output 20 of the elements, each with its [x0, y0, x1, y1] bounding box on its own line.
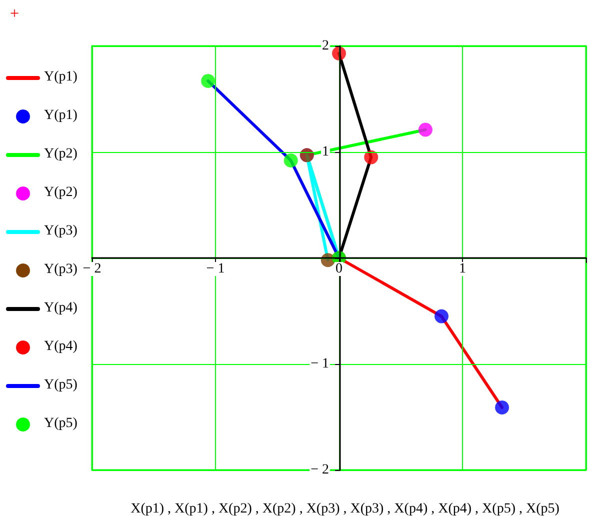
legend-label: Y(p3) [44, 224, 78, 238]
x-axis-title: X(p1) , X(p1) , X(p2) , X(p2) , X(p3) , X(p3) , X(p4) , X(p4) , X(p5) , X(p5) [130, 502, 560, 516]
y-tick-label: − 2 [310, 462, 329, 478]
y-tick-label: 1 [322, 144, 329, 160]
legend-label: Y(p1) [44, 70, 78, 84]
legend-label: Y(p2) [44, 185, 78, 200]
x-tick-label: − 2 [82, 262, 102, 276]
y-tick-label: 2 [322, 38, 329, 54]
x-tick-label: − 1 [206, 262, 225, 276]
legend-label: Y(p4) [44, 300, 78, 316]
legend-label: Y(p2) [44, 146, 78, 162]
legend-label: Y(p4) [44, 339, 78, 354]
x-tick-label: 1 [459, 262, 466, 276]
legend-label: Y(p5) [44, 416, 78, 431]
text: + [10, 6, 20, 22]
legend-label: Y(p1) [44, 108, 78, 123]
legend-label: Y(p5) [44, 378, 78, 392]
y-tick-label: − 1 [310, 356, 329, 372]
x-tick-label: 0 [336, 262, 342, 276]
legend-label: Y(p3) [44, 262, 78, 277]
